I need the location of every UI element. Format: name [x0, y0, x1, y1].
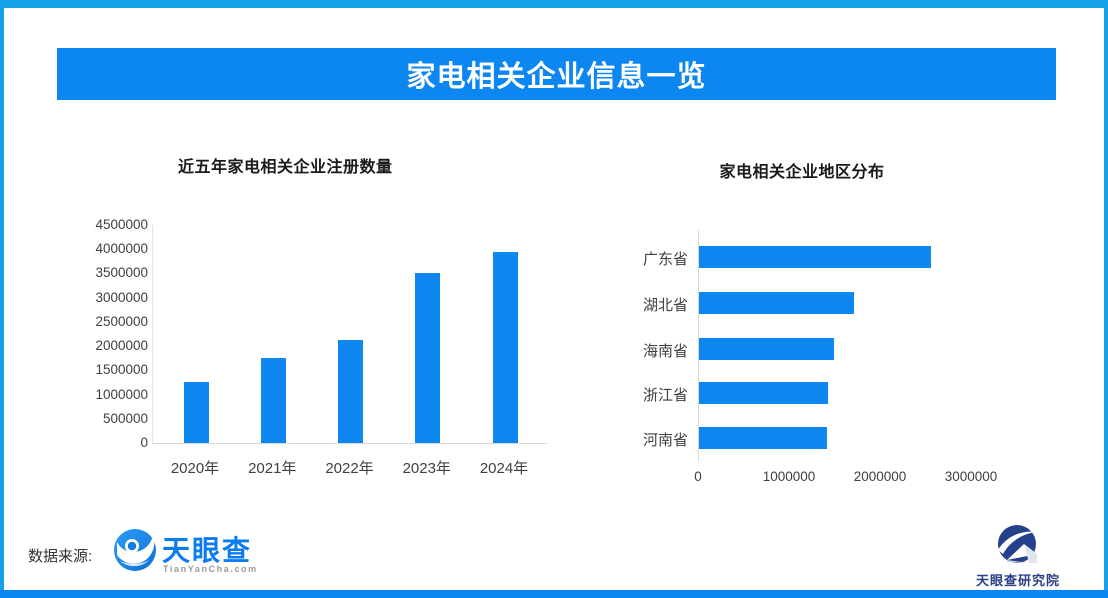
y-tick-label: 4000000 — [95, 241, 148, 257]
frame-top-border — [0, 0, 1108, 8]
region-bar — [699, 427, 828, 449]
region-chart-plot — [698, 230, 1011, 462]
data-source-label: 数据来源: — [28, 548, 93, 565]
x-tick-label: 3000000 — [944, 469, 998, 484]
region-label: 浙江省 — [642, 387, 688, 404]
institute-name: 天眼查研究院 — [975, 573, 1060, 588]
region-chart-title: 家电相关企业地区分布 — [719, 164, 885, 181]
institute-logo: 天眼查研究院 — [973, 524, 1063, 588]
tianyancha-logo: 天眼查 TianYanCha.com — [112, 526, 262, 578]
region-bar — [699, 246, 932, 268]
registration-chart-xaxis: 2020年 2021年 2022年 2023年 2024年 — [152, 457, 546, 477]
x-tick-label: 2000000 — [853, 469, 907, 484]
region-bar — [699, 292, 854, 314]
y-tick-label: 4500000 — [95, 217, 148, 232]
frame-right-border — [1104, 0, 1108, 598]
region-label: 河南省 — [642, 432, 688, 449]
frame-left-border — [0, 0, 4, 598]
x-category-label: 2023年 — [402, 460, 451, 477]
region-chart-labels: 广东省湖北省海南省浙江省河南省 — [608, 230, 688, 462]
region-bar — [699, 338, 834, 360]
y-tick-label: 2000000 — [95, 338, 148, 354]
y-tick-label: 3500000 — [95, 265, 148, 281]
registration-chart-title: 近五年家电相关企业注册数量 — [178, 159, 393, 176]
x-category-label: 2021年 — [248, 460, 297, 477]
tianyancha-name: 天眼查 — [162, 535, 253, 566]
x-category-label: 2022年 — [325, 460, 374, 477]
y-tick-label: 3000000 — [95, 289, 148, 305]
region-label: 广东省 — [642, 251, 688, 268]
page-title: 家电相关企业信息一览 — [406, 61, 707, 93]
region-label: 湖北省 — [642, 297, 688, 314]
tianyancha-institute-icon — [996, 524, 1040, 573]
y-tick-label: 500000 — [102, 410, 148, 426]
y-tick-label: 0 — [140, 435, 148, 450]
year-bar — [415, 273, 441, 443]
frame-bottom-bar — [0, 590, 1108, 598]
region-label: 海南省 — [642, 343, 688, 360]
year-bar — [492, 252, 518, 443]
x-tick-label: 0 — [694, 469, 702, 484]
registration-chart-plot — [152, 225, 547, 444]
tianyancha-domain: TianYanCha.com — [163, 564, 258, 574]
year-bar — [183, 381, 209, 443]
region-chart-xaxis: 0 1000000 2000000 3000000 — [694, 469, 1010, 489]
x-category-label: 2024年 — [479, 460, 529, 477]
y-tick-label: 1000000 — [95, 386, 148, 402]
tianyancha-eye-icon — [112, 527, 158, 578]
year-bar — [260, 357, 286, 443]
registration-chart-yaxis: 0 500000 1000000 1500000 2000000 2500000 30000… — [78, 217, 148, 450]
year-bar — [338, 339, 363, 443]
x-tick-label: 1000000 — [762, 469, 816, 484]
y-tick-label: 1500000 — [95, 362, 148, 378]
region-bar — [699, 382, 829, 404]
y-tick-label: 2500000 — [95, 313, 148, 329]
title-banner: 家电相关企业信息一览 — [57, 48, 1056, 100]
x-category-label: 2020年 — [170, 460, 220, 477]
